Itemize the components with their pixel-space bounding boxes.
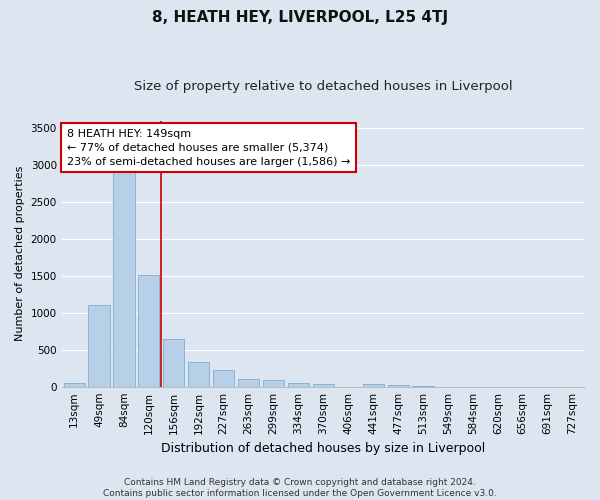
Title: Size of property relative to detached houses in Liverpool: Size of property relative to detached ho… — [134, 80, 512, 93]
Bar — [288, 383, 309, 386]
Bar — [113, 171, 134, 386]
Bar — [263, 380, 284, 386]
Text: Contains HM Land Registry data © Crown copyright and database right 2024.
Contai: Contains HM Land Registry data © Crown c… — [103, 478, 497, 498]
Text: 8 HEATH HEY: 149sqm
← 77% of detached houses are smaller (5,374)
23% of semi-det: 8 HEATH HEY: 149sqm ← 77% of detached ho… — [67, 128, 350, 166]
Text: 8, HEATH HEY, LIVERPOOL, L25 4TJ: 8, HEATH HEY, LIVERPOOL, L25 4TJ — [152, 10, 448, 25]
Bar — [138, 275, 160, 386]
Y-axis label: Number of detached properties: Number of detached properties — [15, 166, 25, 342]
Bar — [88, 306, 110, 386]
Bar — [362, 384, 384, 386]
Bar — [388, 385, 409, 386]
Bar — [163, 340, 184, 386]
Bar — [64, 383, 85, 386]
Bar — [313, 384, 334, 386]
Bar — [213, 370, 234, 386]
Bar — [238, 380, 259, 386]
X-axis label: Distribution of detached houses by size in Liverpool: Distribution of detached houses by size … — [161, 442, 485, 455]
Bar — [188, 362, 209, 386]
